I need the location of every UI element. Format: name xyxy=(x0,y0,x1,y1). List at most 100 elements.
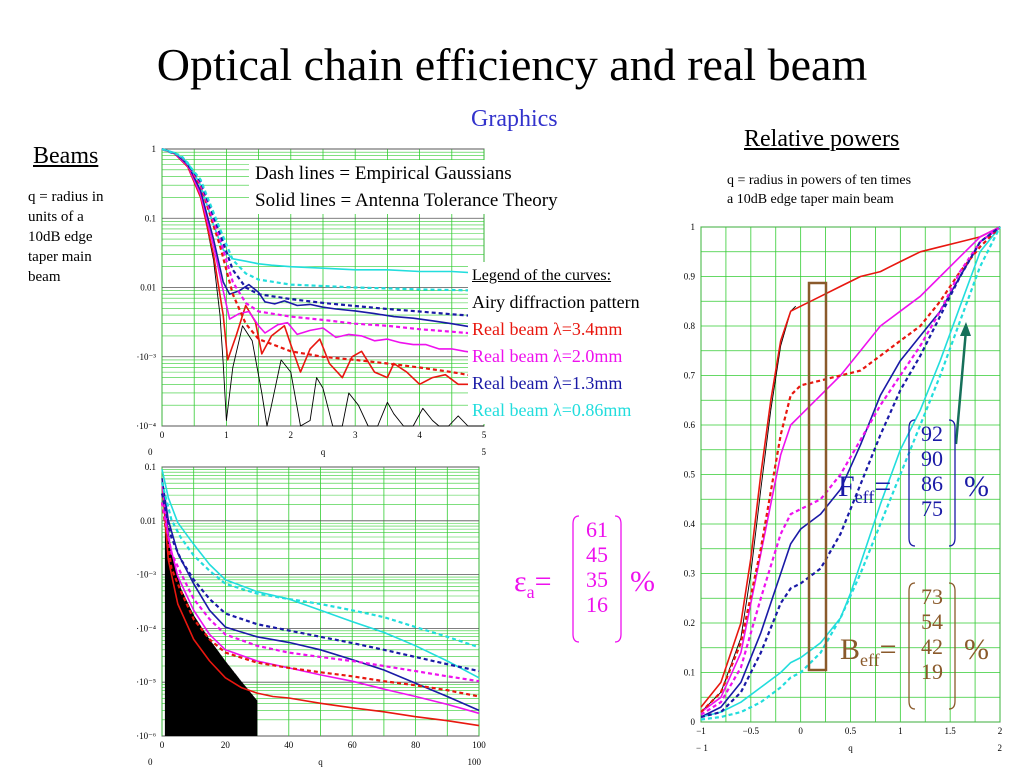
x-tick-label: 4 xyxy=(417,430,422,440)
feff-bracket-right xyxy=(948,419,956,547)
x-tick-label: 40 xyxy=(284,740,294,750)
y-tick-label: 0.9 xyxy=(684,272,696,282)
series-line xyxy=(700,226,1001,719)
right-note-line1: q = radius in powers of ten times xyxy=(727,173,912,188)
series-line xyxy=(700,226,1001,713)
beff-value: 54 xyxy=(921,609,943,634)
x-tick-label: 60 xyxy=(348,740,358,750)
feff-values: 92 90 86 75 xyxy=(912,421,952,521)
x-range-min-label: 0 xyxy=(148,447,153,457)
epsilon-values: 61 45 35 16 xyxy=(576,517,618,617)
y-tick-label: ·10⁻⁵ xyxy=(136,677,156,687)
x-tick-label: 0 xyxy=(798,726,803,736)
x-tick-label: 3 xyxy=(353,430,358,440)
beff-value: 42 xyxy=(921,634,943,659)
epsilon-label: εa= xyxy=(514,565,552,602)
series-line xyxy=(161,482,480,727)
series-line xyxy=(700,226,1001,718)
legend-item-1-3mm: Real beam λ=1.3mm xyxy=(472,373,623,393)
legend-item-airy: Airy diffraction pattern xyxy=(472,292,640,312)
y-tick-label: 0.01 xyxy=(140,283,156,293)
y-tick-label: 0.01 xyxy=(140,516,156,526)
x-tick-label: 0 xyxy=(160,740,165,750)
series-line xyxy=(161,148,485,330)
x-range-max-label: 100 xyxy=(468,757,482,767)
beams-label: Beams xyxy=(33,143,99,169)
series-line xyxy=(160,493,480,673)
x-axis-label: q xyxy=(321,447,326,457)
series-line xyxy=(161,469,480,679)
x-range-max-label: 5 xyxy=(482,447,487,457)
y-tick-label: 0.8 xyxy=(684,321,696,331)
beff-value: 19 xyxy=(921,659,943,684)
feff-sub: eff xyxy=(854,487,875,507)
series-line xyxy=(700,226,1001,708)
x-tick-label: 1 xyxy=(224,430,229,440)
feff-bracket-left xyxy=(908,419,916,547)
x-tick-label: 1.5 xyxy=(945,726,957,736)
feff-value: 75 xyxy=(921,496,943,521)
annotations xyxy=(572,281,971,710)
y-tick-label: 0.1 xyxy=(145,213,156,223)
x-tick-label: 1 xyxy=(898,726,903,736)
y-tick-label: 0.3 xyxy=(684,569,696,579)
feff-label: Feff= xyxy=(838,470,892,507)
series-line xyxy=(161,148,485,390)
x-tick-label: 2 xyxy=(998,726,1003,736)
beff-value: 73 xyxy=(921,584,943,609)
arrow-head xyxy=(960,322,971,336)
x-tick-label: 0.5 xyxy=(845,726,857,736)
right-note-line2: a 10dB edge taper main beam xyxy=(727,192,894,207)
x-axis-label: q xyxy=(318,757,323,767)
beff-label: Beff= xyxy=(840,633,897,670)
y-tick-label: ·10⁻⁴ xyxy=(136,421,156,431)
beff-bracket-right xyxy=(948,582,956,710)
x-axis-label: q xyxy=(848,743,853,753)
y-tick-label: ·10⁻⁶ xyxy=(136,731,156,741)
series-line xyxy=(161,148,485,275)
legend-item-0-86mm: Real beam λ=0.86mm xyxy=(472,400,632,420)
x-tick-label: 0 xyxy=(160,430,165,440)
x-range-min-label: 0 xyxy=(148,757,153,767)
legend-item-3-4mm: Real beam λ=3.4mm xyxy=(472,319,623,339)
legend-item-2-0mm: Real beam λ=2.0mm xyxy=(472,346,623,366)
right-note: q = radius in powers of ten times a 10dB… xyxy=(727,171,967,209)
y-tick-label: 0.1 xyxy=(684,668,695,678)
x-tick-label: 5 xyxy=(482,430,487,440)
y-tick-label: ·10⁻³ xyxy=(137,570,157,580)
series-line xyxy=(700,226,1001,713)
beff-unit: % xyxy=(964,633,989,666)
dash-legend-line1: Dash lines = Empirical Gaussians xyxy=(255,163,512,184)
relative-powers-chart: −1 −0.5 0 0.5 1 1.5 2 0 0.1 0.2 0.3 0.4 0.5 0.6 0.7 0.8… xyxy=(684,222,1003,753)
y-tick-label: 0.4 xyxy=(684,519,696,529)
epsilon-sub: a xyxy=(526,582,535,602)
y-tick-label: 0 xyxy=(691,717,696,727)
series-line xyxy=(161,147,485,318)
dash-legend-line2: Solid lines = Antenna Tolerance Theory xyxy=(255,190,558,211)
feff-value: 92 xyxy=(921,421,943,446)
series-line xyxy=(700,226,1001,718)
y-tick-label: 0.5 xyxy=(684,470,696,480)
x-tick-label: 20 xyxy=(221,740,231,750)
series-line xyxy=(161,148,484,427)
legend-title: Legend of the curves: xyxy=(472,267,612,284)
graphics-label: Graphics xyxy=(471,106,558,132)
feff-value: 86 xyxy=(921,471,943,496)
epsilon-value: 61 xyxy=(586,517,608,542)
beff-values: 73 54 42 19 xyxy=(912,584,952,684)
feff-value: 90 xyxy=(921,446,943,471)
x-tick-label: −0.5 xyxy=(743,726,760,736)
series-line xyxy=(161,478,480,712)
x-tick-label: −1 xyxy=(696,726,706,736)
x-range-min-label: − 1 xyxy=(696,743,708,753)
line-style-legend: Dash lines = Empirical Gaussians Solid l… xyxy=(249,160,564,214)
y-tick-label: 0.7 xyxy=(684,371,696,381)
epsilon-bracket-right xyxy=(614,515,622,643)
y-tick-label: 0.1 xyxy=(145,462,156,472)
epsilon-symbol: ε xyxy=(514,565,527,598)
series-line xyxy=(700,226,1001,721)
beams-chart-bottom: 0 20 40 60 80 100 0.1 0.01 ·10⁻³ ·10⁻⁴ ·10⁻⁵ ·10⁻⁶ 0… xyxy=(136,462,486,767)
y-tick-label: 0.6 xyxy=(684,420,696,430)
x-tick-label: 2 xyxy=(289,430,294,440)
